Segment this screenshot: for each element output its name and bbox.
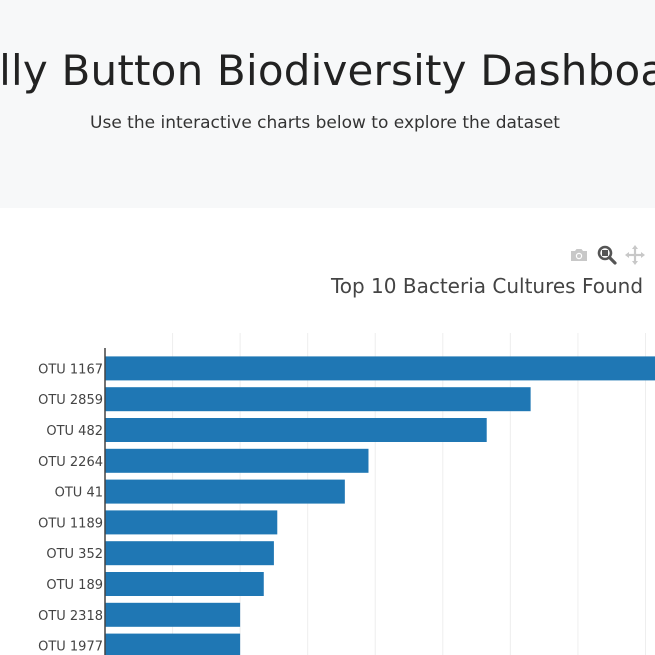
y-tick-label: OTU 2264 — [38, 455, 103, 470]
bar[interactable] — [105, 541, 274, 566]
y-tick-label: OTU 1167 — [38, 362, 103, 377]
bar[interactable] — [105, 448, 369, 473]
bar[interactable] — [105, 633, 241, 655]
y-tick-label: OTU 41 — [55, 486, 103, 501]
jumbotron-header: Belly Button Biodiversity Dashboard Use … — [0, 0, 655, 208]
y-tick-label: OTU 1189 — [38, 516, 103, 531]
y-tick-label: OTU 2318 — [38, 609, 103, 624]
bar[interactable] — [105, 572, 264, 596]
camera-icon[interactable] — [568, 244, 590, 266]
y-tick-label: OTU 482 — [46, 424, 103, 439]
y-tick-label: OTU 352 — [46, 547, 103, 562]
y-tick-label: OTU 2859 — [38, 393, 103, 408]
bar[interactable] — [105, 387, 531, 412]
bar[interactable] — [105, 602, 241, 627]
bar[interactable] — [105, 356, 655, 381]
pan-icon[interactable] — [624, 244, 646, 266]
bar[interactable] — [105, 510, 278, 535]
bar[interactable] — [105, 479, 345, 504]
y-tick-label: OTU 189 — [46, 578, 103, 593]
page-subtitle: Use the interactive charts below to expl… — [90, 113, 560, 133]
y-tick-label: OTU 1977 — [38, 640, 103, 655]
bar[interactable] — [105, 418, 487, 442]
bar-chart[interactable]: Top 10 Bacteria Cultures Found OTU 1167 OT… — [0, 208, 655, 655]
zoom-icon[interactable] — [596, 244, 618, 266]
chart-modebar — [568, 244, 646, 266]
page-title: Belly Button Biodiversity Dashboard — [0, 46, 655, 95]
chart-title: Top 10 Bacteria Cultures Found — [330, 274, 643, 298]
